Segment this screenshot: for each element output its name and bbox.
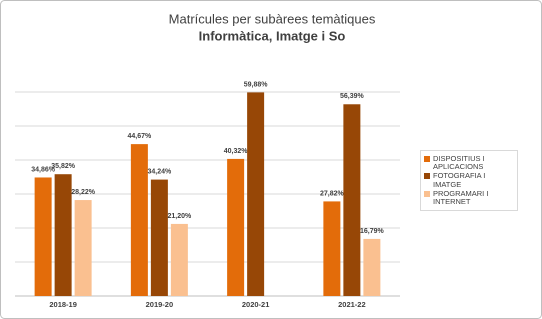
legend-swatch [424, 173, 430, 179]
x-tick-label: 2021-22 [338, 300, 366, 309]
data-label: 21,20% [168, 213, 193, 220]
chart-subtitle: Informàtica, Imatge i So [199, 28, 346, 43]
legend-label: DISPOSITIUS I APLICACIONS [433, 153, 485, 171]
bar [54, 174, 72, 296]
data-label: 28,22% [71, 189, 96, 196]
legend-item: FOTOGRAFIA I IMATGE [424, 171, 514, 189]
legend-label: FOTOGRAFIA I IMATGE [433, 171, 486, 189]
bar [74, 200, 92, 296]
legend-swatch [424, 190, 430, 197]
bar [150, 179, 168, 296]
legend: DISPOSITIUS I APLICACIONS FOTOGRAFIA I IM… [420, 150, 518, 211]
legend-item: PROGRAMARI I INTERNET [424, 188, 514, 207]
bar [363, 238, 381, 296]
x-tick-label: 2020-21 [242, 300, 270, 309]
bar [130, 144, 148, 296]
chart-title: Matrícules per subàrees temàtiques [169, 11, 376, 26]
x-tick-label: 2019-20 [146, 300, 174, 309]
data-label: 44,67% [128, 133, 153, 140]
data-label: 40,32% [224, 148, 249, 155]
bar [170, 223, 188, 296]
data-label: 59,88% [244, 81, 269, 88]
x-tick-label: 2018-19 [49, 300, 77, 309]
data-label: 16,79% [360, 228, 385, 235]
data-label: 27,82% [320, 190, 345, 197]
data-label: 34,86% [31, 166, 56, 173]
data-label: 56,39% [340, 93, 365, 100]
legend-swatch [424, 155, 430, 162]
bar [227, 158, 245, 296]
bar [34, 177, 52, 296]
legend-label: PROGRAMARI I INTERNET [433, 188, 489, 206]
bar [343, 104, 361, 296]
legend-item: DISPOSITIUS I APLICACIONS [424, 153, 514, 172]
bar [247, 92, 265, 297]
data-label: 35,82% [51, 163, 76, 170]
data-label: 34,24% [148, 168, 173, 175]
bar [323, 201, 341, 296]
